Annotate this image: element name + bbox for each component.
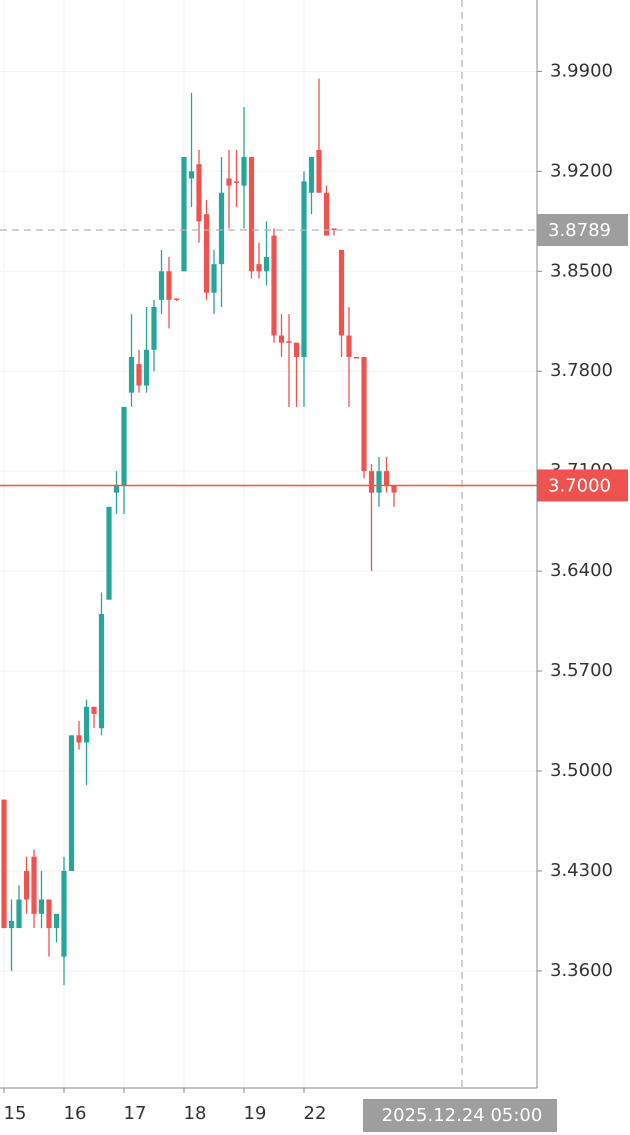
candle-body: [203, 214, 210, 293]
candle-body: [91, 706, 97, 714]
y-tick-label: 3.4300: [550, 860, 613, 881]
y-tick-label: 3.5700: [550, 660, 613, 681]
candle-body: [248, 157, 255, 272]
candle-body: [278, 335, 285, 343]
candle-body: [391, 485, 397, 493]
candle-body: [151, 306, 157, 350]
candle-body: [346, 335, 352, 357]
candle-body: [98, 613, 105, 729]
candle-body: [233, 181, 240, 183]
candle-body: [218, 192, 225, 265]
candle-body: [368, 471, 375, 493]
crosshair-time-tag: [363, 1099, 557, 1132]
x-tick-label: 18: [184, 1103, 207, 1124]
x-tick-label: 17: [124, 1103, 147, 1124]
candle-body: [31, 856, 37, 914]
candle-body: [338, 249, 345, 336]
crosshair-price-label: 3.8789: [548, 220, 611, 241]
candle-body: [271, 235, 277, 336]
y-tick-label: 3.7800: [550, 360, 613, 381]
candle-body: [376, 471, 382, 493]
candle-body: [106, 506, 112, 600]
candle-body: [301, 181, 307, 357]
candle-body: [143, 349, 150, 386]
candle-body: [181, 157, 187, 272]
candle-body: [188, 171, 195, 179]
candle-body: [241, 157, 247, 186]
x-tick-label: 22: [304, 1103, 327, 1124]
candle-body: [256, 264, 262, 272]
y-tick-label: 3.6400: [550, 560, 613, 581]
y-tick-label: 3.8500: [550, 260, 613, 281]
candle-body: [353, 356, 360, 359]
candle-body: [331, 228, 337, 230]
candle-body: [158, 271, 165, 300]
last-price-label: 3.7000: [548, 475, 611, 496]
crosshair-price-tag: [537, 214, 628, 247]
candle-body: [286, 341, 292, 343]
candle-body: [68, 735, 75, 871]
y-tick-label: 3.9900: [550, 60, 613, 81]
x-tick-label: 16: [64, 1103, 87, 1124]
candle-body: [128, 356, 135, 393]
candle-body: [136, 364, 142, 386]
candle-body: [61, 870, 67, 957]
candle-body: [8, 920, 15, 929]
candle-body: [361, 356, 367, 472]
candle-body: [166, 271, 172, 300]
candle-body: [23, 870, 30, 900]
candle-body: [38, 899, 45, 914]
candle-body: [293, 342, 300, 357]
candle-body: [226, 178, 232, 186]
candle-body: [383, 471, 390, 486]
candle-body: [316, 149, 322, 193]
x-tick-label: 19: [244, 1103, 267, 1124]
candle-body: [263, 257, 270, 272]
candle-body: [211, 264, 217, 293]
y-tick-label: 3.9200: [550, 160, 613, 181]
last-price-tag: [537, 469, 628, 502]
candle-body: [121, 406, 127, 486]
candle-body: [173, 298, 180, 300]
candle-body: [196, 164, 202, 222]
candle-body: [308, 157, 315, 193]
x-tick-label: 15: [4, 1103, 27, 1124]
candle-body: [323, 192, 330, 236]
candle-body: [46, 899, 52, 929]
candle-body: [83, 706, 90, 743]
y-tick-label: 3.3600: [550, 960, 613, 981]
candle-body: [53, 913, 60, 929]
candle-body: [113, 485, 120, 493]
candle-body: [1, 799, 7, 929]
candle-body: [76, 735, 82, 743]
crosshair-time-label: 2025.12.24 05:00: [382, 1105, 543, 1126]
y-tick-label: 3.5000: [550, 760, 613, 781]
candle-body: [16, 899, 22, 929]
